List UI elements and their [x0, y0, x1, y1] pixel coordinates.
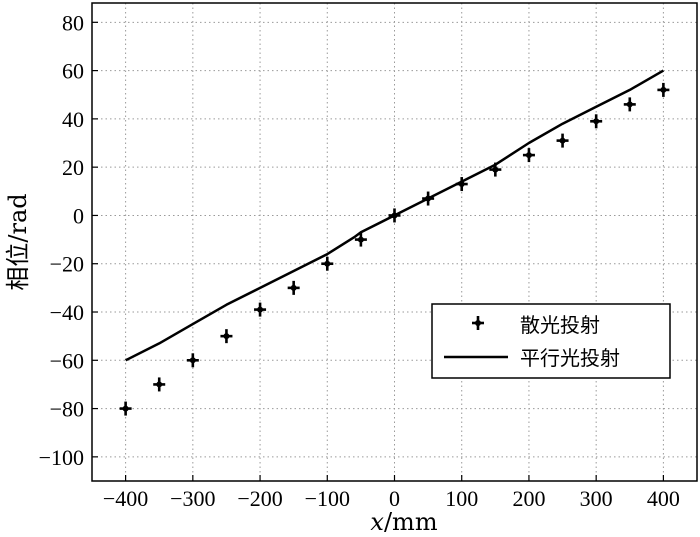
scatter-point [522, 148, 535, 163]
legend-label-scatter: 散光投射 [520, 313, 600, 337]
y-tick-label: −20 [50, 252, 84, 277]
x-tick-label: 0 [389, 486, 400, 511]
x-tick-label: −200 [237, 486, 282, 511]
plot-area-frame [91, 2, 698, 482]
y-axis-title: 相位/rad [4, 193, 32, 290]
y-tick-label: −80 [50, 397, 84, 422]
series-line-parallel [125, 69, 665, 362]
y-tick-label: −40 [50, 300, 84, 325]
scatter-point [119, 401, 132, 416]
scatter-point [287, 280, 300, 295]
scatter-point [590, 114, 603, 129]
scatter-point [388, 208, 401, 223]
scatter-point [422, 191, 435, 206]
scatter-point [186, 353, 199, 368]
x-tick-label: 400 [647, 486, 680, 511]
scatter-point [455, 177, 468, 192]
scatter-point [657, 82, 670, 97]
x-tick-label: −400 [103, 486, 148, 511]
x-tick-label: 300 [580, 486, 613, 511]
scatter-point [489, 162, 502, 177]
scatter-point [153, 377, 166, 392]
legend-marker-scatter [472, 316, 484, 330]
y-ticks: −100 −80 −60 −40 −20 0 20 40 60 80 [39, 10, 98, 470]
scatter-point [556, 133, 569, 148]
legend-box [431, 303, 671, 379]
y-tick-label: −100 [39, 445, 84, 470]
y-tick-label: 0 [73, 203, 84, 228]
x-ticks: −400 −300 −200 −100 0 100 200 300 400 [103, 475, 680, 511]
y-tick-label: 60 [62, 59, 84, 84]
legend-plus-marker [472, 316, 484, 330]
scatter-point [321, 256, 334, 271]
scatter-point [623, 97, 636, 112]
legend: 散光投射 平行光投射 [431, 303, 671, 379]
x-axis-variable: x [370, 508, 384, 536]
scatter-point [354, 232, 367, 247]
x-tick-label: −300 [170, 486, 215, 511]
x-axis-title: x/mm [370, 508, 437, 536]
x-axis-unit: /mm [384, 508, 438, 536]
x-tick-label: −100 [305, 486, 350, 511]
y-tick-label: −60 [50, 348, 84, 373]
y-tick-label: 80 [62, 10, 84, 35]
scatter-point [220, 329, 233, 344]
y-tick-label: 40 [62, 107, 84, 132]
series-layer [119, 69, 670, 416]
legend-label-line: 平行光投射 [520, 346, 620, 370]
y-tick-label: 20 [62, 155, 84, 180]
x-tick-label: 200 [512, 486, 545, 511]
scatter-point [254, 302, 267, 317]
x-tick-label: 100 [445, 486, 478, 511]
